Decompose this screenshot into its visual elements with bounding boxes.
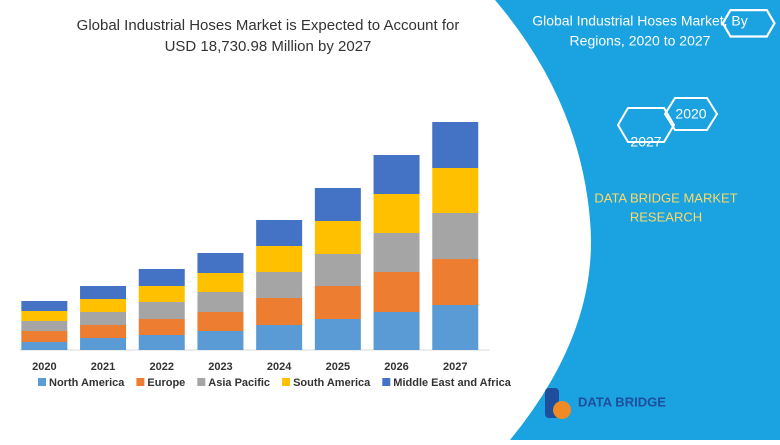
bar-segment [432,213,479,259]
bar-segment [80,286,127,299]
brand-text: DATA BRIDGE MARKET [594,190,737,205]
bar-segment [197,331,244,350]
legend-swatch [197,378,206,386]
bar-segment [432,122,479,168]
bar-segment [256,298,303,325]
bar-segment [373,194,420,233]
bar-segment [197,253,244,273]
bar-segment [197,292,244,312]
legend-label: North America [49,377,125,389]
bar-segment [80,299,127,312]
bar-segment [432,259,479,305]
x-tick-label: 2021 [91,361,115,373]
bar-segment [256,325,303,350]
bar-segment [138,319,185,335]
hexagon [616,107,676,143]
bar-segment [138,269,185,286]
bar-segment [256,272,303,298]
bar-segment [21,321,68,331]
legend-swatch [282,378,291,386]
bar-segment [138,302,185,319]
bar-segment [314,286,361,319]
x-tick-label: 2024 [267,361,292,373]
panel-title: Global Industrial Hoses Market, By [532,13,748,29]
bar-segment [21,342,68,350]
side-panel [495,0,780,440]
bar-segment [432,168,479,213]
x-tick-label: 2023 [208,361,232,373]
bar-segment [197,312,244,331]
bar-segment [197,273,244,292]
bar-segment [432,305,479,350]
bar-segment [21,301,68,311]
bar-segment [138,286,185,302]
legend-swatch [136,378,145,386]
legend-label: Asia Pacific [208,377,270,389]
bar-segment [80,338,127,350]
bar-segment [373,312,420,350]
bar-segment [80,325,127,338]
bar-segment [314,319,361,350]
x-tick-label: 2027 [443,361,467,373]
bar-segment [314,221,361,254]
x-tick-label: 2026 [384,361,408,373]
bar-segment [314,254,361,286]
bar-segment [21,331,68,342]
hexagon [663,97,719,131]
panel-title: Regions, 2020 to 2027 [570,33,711,49]
bar-segment [373,155,420,194]
legend-label: Europe [147,377,185,389]
legend-label: South America [293,377,371,389]
hex-label: 2027 [630,134,661,150]
bar-segment [314,188,361,221]
chart-title: Global Industrial Hoses Market is Expect… [77,17,460,34]
x-tick-label: 2022 [150,361,174,373]
logo-text: DATA BRIDGE [578,394,666,409]
legend-swatch [382,378,391,386]
bar-segment [138,335,185,350]
bar-segment [373,272,420,312]
logo-icon [553,401,571,419]
legend-swatch [38,378,46,386]
bar-segment [256,220,303,246]
hexagon [721,9,776,38]
bar-segment [21,311,68,321]
legend-label: Middle East and Africa [393,377,511,389]
bar-segment [80,312,127,325]
chart-subtitle: USD 18,730.98 Million by 2027 [165,38,372,55]
x-tick-label: 2020 [32,361,56,373]
brand-text: RESEARCH [630,209,702,224]
x-tick-label: 2025 [326,361,350,373]
bar-segment [256,246,303,272]
hex-label: 2020 [675,106,706,122]
bar-segment [373,233,420,272]
